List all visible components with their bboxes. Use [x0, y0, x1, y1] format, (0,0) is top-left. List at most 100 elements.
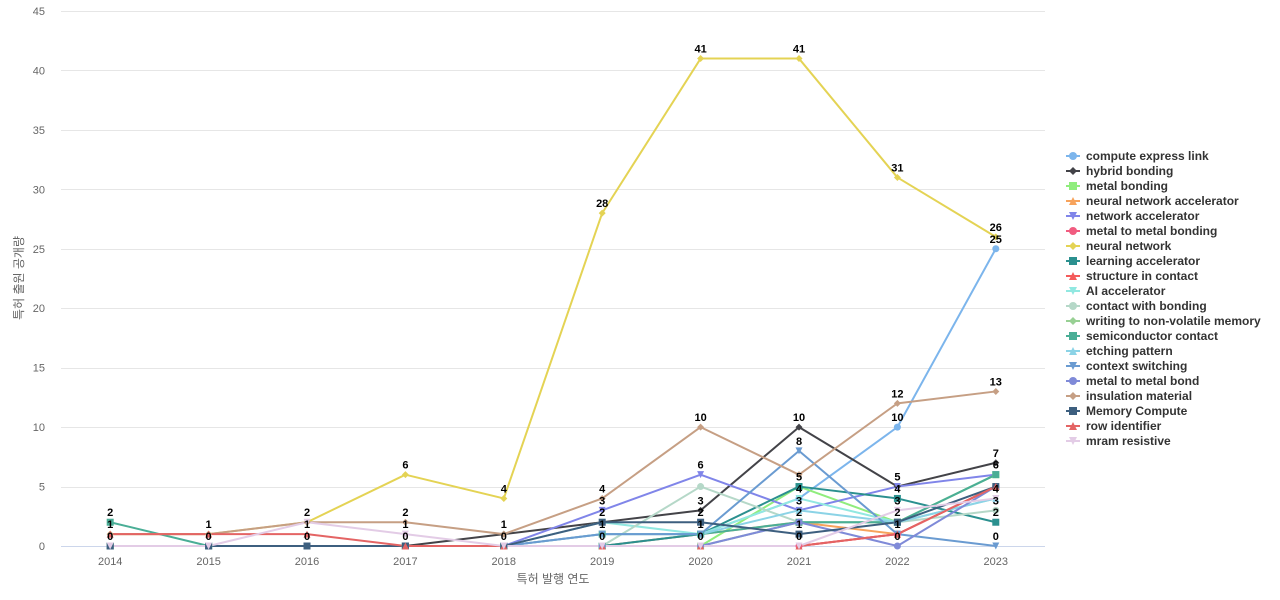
legend-marker	[1069, 227, 1077, 235]
data-label: 41	[694, 44, 706, 56]
legend-marker	[1069, 167, 1077, 175]
data-label: 3	[796, 495, 802, 507]
data-label: 12	[891, 388, 903, 400]
data-label: 1	[304, 519, 310, 531]
series-point	[500, 494, 508, 502]
data-label: 1	[894, 519, 900, 531]
data-label: 2	[304, 507, 310, 519]
series-point	[795, 542, 803, 550]
data-label: 25	[990, 234, 1002, 246]
legend-marker	[1069, 347, 1077, 355]
series-point	[795, 471, 803, 479]
data-label: 2	[894, 507, 900, 519]
legend-item: context switching	[1086, 359, 1187, 373]
legend-marker	[1069, 182, 1077, 190]
series-point	[500, 530, 508, 538]
legend-marker	[1069, 242, 1077, 250]
series-point	[598, 494, 606, 502]
series-point	[893, 494, 901, 502]
data-label: 0	[107, 531, 113, 543]
legend-item: writing to non-volatile memory	[1085, 314, 1261, 328]
y-axis-title: 특허 출원 공개량	[12, 236, 26, 320]
series-point	[893, 518, 901, 526]
legend-marker	[1069, 302, 1077, 310]
data-label: 0	[501, 531, 507, 543]
data-label: 5	[796, 472, 802, 484]
data-label: 10	[694, 412, 706, 424]
series-point	[893, 483, 901, 491]
x-tick-label: 2015	[196, 556, 220, 568]
data-label: 2	[796, 507, 802, 519]
y-tick-label: 40	[33, 65, 45, 77]
series-point	[893, 173, 901, 181]
data-label: 6	[698, 460, 704, 472]
data-label: 1	[402, 519, 408, 531]
series-point	[106, 530, 114, 538]
series-point	[500, 542, 508, 550]
legend-item: structure in contact	[1086, 269, 1198, 283]
y-tick-label: 25	[33, 244, 45, 256]
legend-item: learning accelerator	[1086, 254, 1200, 268]
legend-item: metal bonding	[1086, 179, 1168, 193]
series-point	[401, 542, 409, 550]
x-axis-title: 특허 발행 연도	[517, 571, 590, 586]
legend-marker	[1069, 197, 1077, 205]
legend-marker	[1069, 272, 1077, 280]
series-line	[109, 473, 997, 547]
series-point	[893, 506, 901, 514]
x-tick-label: 2018	[492, 556, 516, 568]
series-point	[795, 494, 803, 502]
legend-item: neural network	[1086, 239, 1172, 253]
data-label: 0	[993, 531, 999, 543]
series-point	[598, 518, 606, 526]
series-point	[106, 518, 114, 526]
series-point	[598, 530, 606, 538]
series-point	[697, 518, 705, 526]
data-label: 4	[796, 483, 803, 495]
series-point	[795, 506, 803, 514]
legend-marker	[1069, 362, 1077, 370]
grid-lines	[61, 11, 1045, 488]
data-label: 1	[796, 519, 802, 531]
data-label: 4	[599, 483, 606, 495]
legend-marker	[1069, 152, 1077, 160]
data-label: 8	[796, 436, 802, 448]
series-lines	[109, 57, 997, 547]
data-label: 0	[304, 531, 310, 543]
series-point	[795, 55, 803, 63]
series-point	[401, 530, 409, 538]
x-tick-label: 2023	[984, 556, 1008, 568]
series-point	[401, 471, 409, 479]
data-label: 1	[206, 519, 212, 531]
data-label: 0	[698, 531, 704, 543]
series-point	[697, 530, 705, 538]
series-point	[303, 518, 311, 526]
data-label: 2	[993, 507, 999, 519]
y-tick-label: 0	[39, 541, 45, 553]
series-point	[992, 245, 1000, 253]
data-label: 0	[796, 531, 802, 543]
legend-item: contact with bonding	[1086, 299, 1207, 313]
data-label: 2	[402, 507, 408, 519]
series-line	[109, 247, 997, 547]
legend-item: insulation material	[1086, 389, 1192, 403]
legend-item: row identifier	[1086, 419, 1162, 433]
series-point	[303, 542, 311, 550]
series-point	[401, 518, 409, 526]
series-point	[992, 518, 1000, 526]
legend-item: neural network accelerator	[1086, 194, 1239, 208]
data-label: 1	[107, 519, 113, 531]
data-label: 0	[402, 531, 408, 543]
series-point	[697, 55, 705, 63]
legend-marker	[1069, 407, 1077, 415]
legend-item: metal to metal bonding	[1086, 224, 1217, 238]
data-label: 3	[698, 495, 704, 507]
y-tick-label: 45	[33, 6, 45, 18]
series-point	[992, 459, 1000, 467]
data-label: 2	[107, 507, 113, 519]
data-label: 10	[891, 412, 903, 424]
legend-marker	[1069, 332, 1077, 340]
legend-item: AI accelerator	[1086, 284, 1166, 298]
legend-item: semiconductor contact	[1086, 329, 1218, 343]
